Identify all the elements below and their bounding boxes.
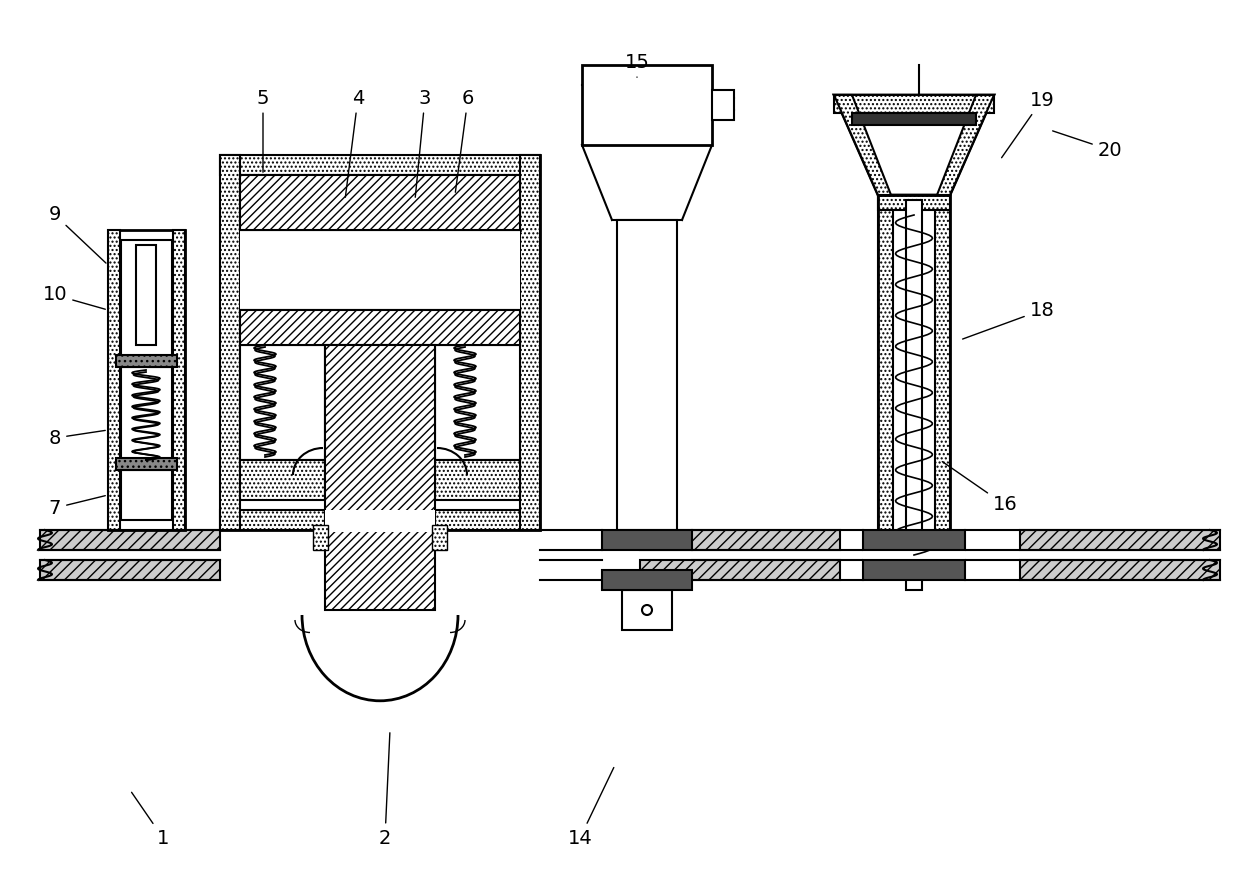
Bar	[935, 195, 950, 575]
Bar	[863, 560, 965, 580]
Bar	[712, 90, 734, 120]
Text: 7: 7	[48, 496, 105, 518]
Polygon shape	[937, 95, 994, 195]
Text: 15: 15	[625, 52, 650, 77]
Bar	[520, 155, 539, 530]
Bar	[325, 510, 435, 532]
Text: 14: 14	[568, 767, 614, 848]
Bar	[435, 460, 520, 500]
Text: 10: 10	[42, 286, 105, 309]
Circle shape	[642, 605, 652, 615]
Bar	[174, 230, 185, 530]
Text: 16: 16	[942, 462, 1017, 514]
Bar	[136, 245, 156, 345]
Bar	[40, 530, 219, 550]
Bar	[582, 65, 712, 145]
Bar	[835, 95, 994, 113]
Bar	[219, 155, 539, 530]
Bar	[122, 240, 172, 360]
Bar	[241, 345, 325, 460]
Bar	[241, 460, 325, 500]
Text: 20: 20	[1053, 131, 1122, 159]
Bar	[219, 510, 539, 530]
Text: 18: 18	[962, 301, 1054, 339]
Bar	[863, 550, 965, 560]
Bar	[108, 230, 120, 530]
Text: 9: 9	[48, 205, 105, 263]
Bar	[219, 155, 241, 530]
Bar	[878, 560, 950, 575]
Bar	[219, 155, 539, 175]
Bar	[40, 560, 219, 580]
Text: 1: 1	[131, 792, 169, 848]
Bar	[241, 310, 520, 345]
Bar	[241, 230, 520, 310]
Bar	[122, 367, 172, 467]
Bar	[122, 470, 172, 520]
Bar	[1021, 560, 1220, 580]
Polygon shape	[835, 95, 892, 195]
Text: 6: 6	[455, 88, 474, 192]
Bar	[432, 525, 446, 550]
Bar	[435, 345, 520, 460]
Bar	[906, 200, 923, 590]
Bar	[863, 530, 965, 550]
Bar	[1021, 530, 1220, 550]
Polygon shape	[835, 95, 994, 195]
Bar	[640, 530, 839, 550]
Bar	[618, 220, 677, 530]
Bar	[878, 195, 893, 575]
Text: 19: 19	[1002, 90, 1054, 158]
Bar	[117, 355, 177, 367]
Text: 3: 3	[415, 88, 432, 197]
Bar	[241, 175, 520, 230]
Text: 4: 4	[346, 88, 365, 197]
Bar	[878, 195, 950, 575]
Bar	[878, 195, 950, 210]
Bar	[852, 113, 976, 125]
Bar	[640, 560, 839, 580]
Bar	[601, 570, 692, 590]
Bar	[601, 530, 692, 550]
Text: 8: 8	[48, 428, 105, 448]
Bar	[117, 458, 177, 470]
Bar	[622, 590, 672, 630]
Bar	[108, 230, 185, 530]
Text: 2: 2	[378, 733, 391, 848]
Bar	[325, 345, 435, 610]
Bar	[312, 525, 329, 550]
Text: 5: 5	[257, 88, 269, 173]
